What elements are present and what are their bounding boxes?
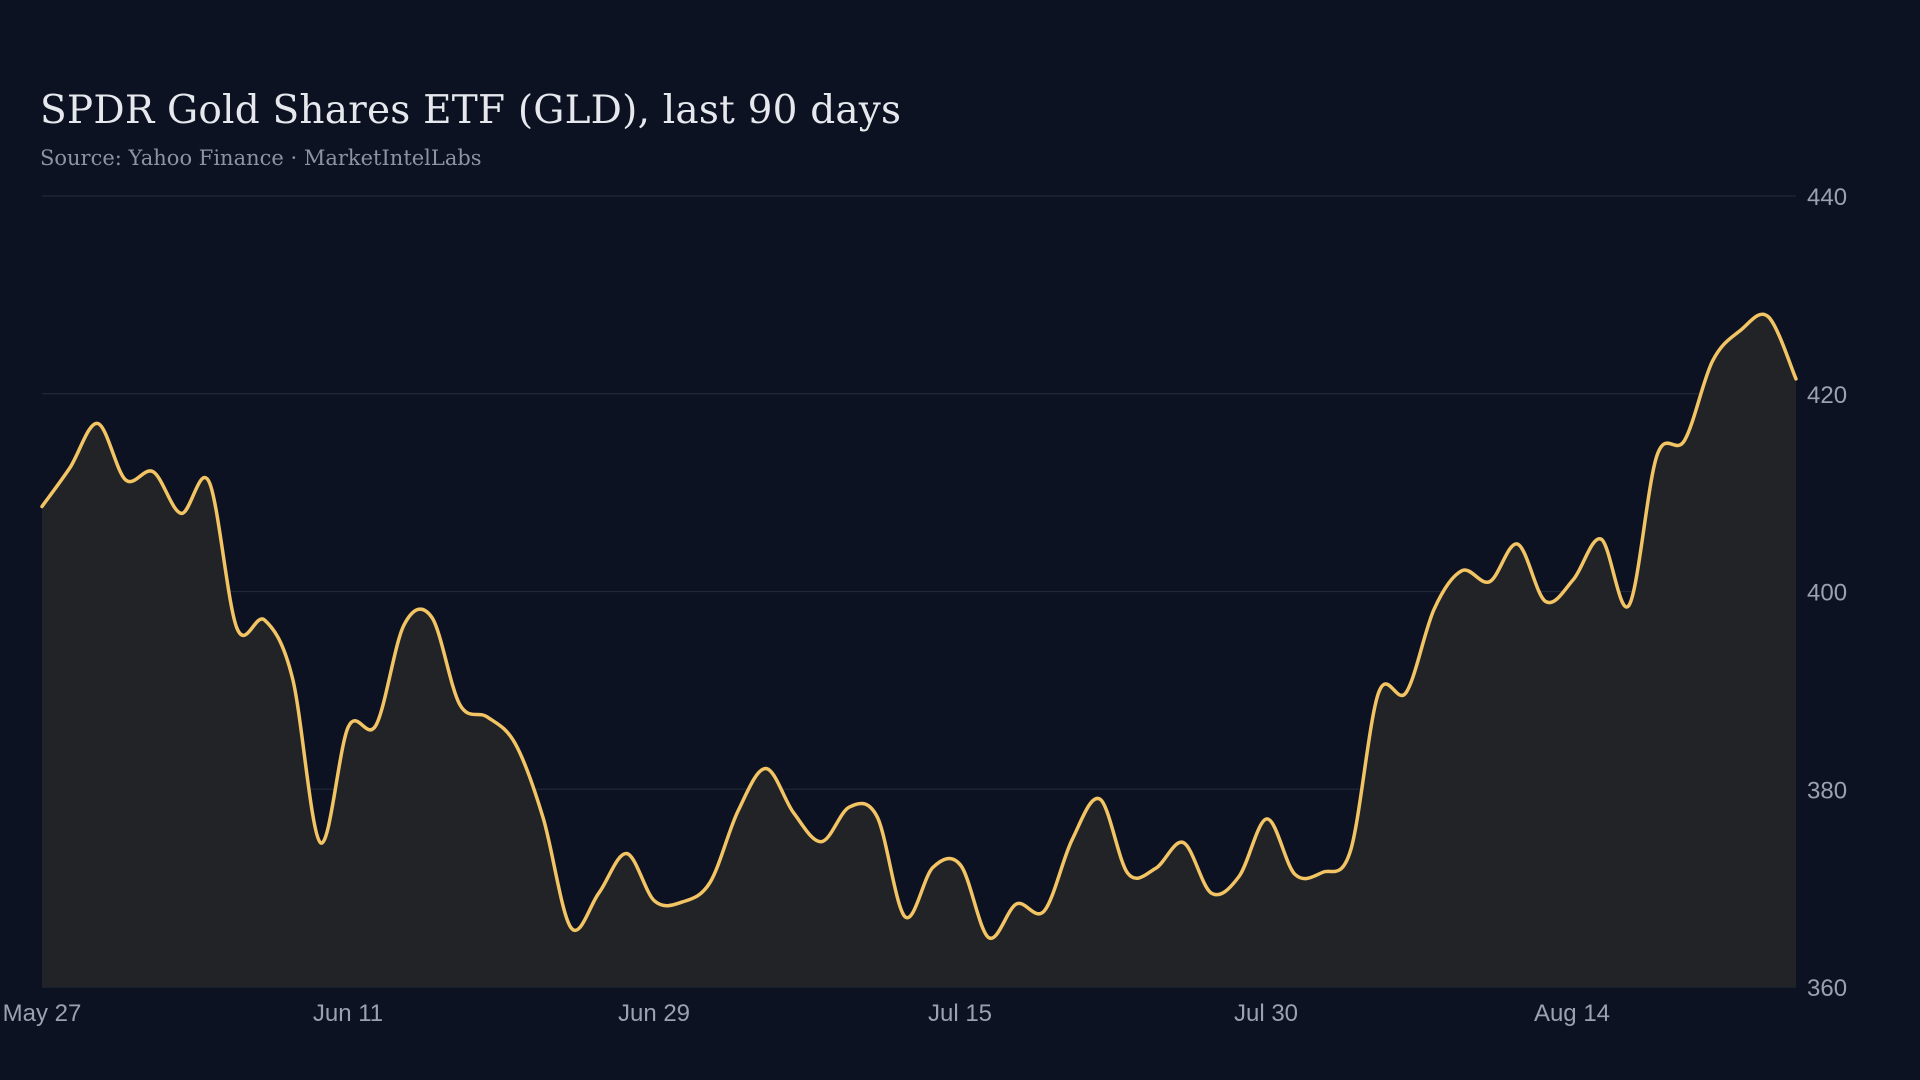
- data-point: [847, 805, 852, 810]
- x-tick-label: Jul 15: [928, 1000, 992, 1027]
- data-point: [234, 626, 239, 631]
- data-point: [1097, 797, 1102, 802]
- data-point: [1599, 537, 1604, 542]
- y-tick-label: 380: [1807, 777, 1847, 804]
- data-point: [819, 839, 824, 844]
- data-point: [1710, 359, 1715, 364]
- data-point: [1654, 454, 1659, 459]
- data-point: [1320, 870, 1325, 875]
- data-point: [1682, 438, 1687, 443]
- data-point: [374, 722, 379, 727]
- data-point: [568, 925, 573, 930]
- data-point: [1237, 874, 1242, 879]
- data-point: [123, 477, 128, 482]
- data-point: [318, 840, 323, 845]
- x-tick-label: Jul 30: [1234, 1000, 1298, 1027]
- data-point: [958, 863, 963, 868]
- data-point: [429, 615, 434, 620]
- data-point: [1487, 579, 1492, 584]
- data-point: [1766, 314, 1771, 319]
- data-point: [1459, 568, 1464, 573]
- data-point: [346, 724, 351, 729]
- data-point: [262, 618, 267, 623]
- data-point: [67, 465, 72, 470]
- chart-subtitle: Source: Yahoo Finance · MarketIntelLabs: [40, 146, 482, 170]
- data-point: [1432, 607, 1437, 612]
- data-point: [763, 766, 768, 771]
- data-point: [1348, 848, 1353, 853]
- data-point: [1404, 690, 1409, 695]
- data-point: [1181, 840, 1186, 845]
- data-point: [207, 479, 212, 484]
- data-point: [596, 891, 601, 896]
- y-tick-label: 420: [1807, 382, 1847, 409]
- data-point: [791, 810, 796, 815]
- data-point: [1125, 871, 1130, 876]
- data-point: [290, 676, 295, 681]
- data-point: [485, 715, 490, 720]
- data-point: [1292, 872, 1297, 877]
- x-tick-label: Aug 14: [1534, 1000, 1610, 1027]
- chart-title: SPDR Gold Shares ETF (GLD), last 90 days: [40, 88, 902, 133]
- data-point: [930, 865, 935, 870]
- series-line: [40, 312, 1798, 940]
- data-point: [875, 814, 880, 819]
- data-point: [624, 851, 629, 856]
- y-tick-label: 360: [1807, 975, 1847, 1002]
- data-point: [1014, 901, 1019, 906]
- data-point: [151, 469, 156, 474]
- data-point: [1515, 542, 1520, 547]
- y-tick-label: 400: [1807, 580, 1847, 607]
- data-point: [1738, 328, 1743, 333]
- x-tick-labels: May 27 Jun 11 Jun 29 Jul 15 Jul 30 Aug 14: [3, 1000, 1610, 1027]
- data-point: [1794, 376, 1799, 381]
- data-point: [708, 880, 713, 885]
- data-point: [1209, 891, 1214, 896]
- data-point: [1070, 837, 1075, 842]
- data-point: [541, 815, 546, 820]
- data-point: [513, 741, 518, 746]
- data-point: [903, 914, 908, 919]
- data-point: [401, 623, 406, 628]
- x-tick-label: Jun 11: [313, 1000, 383, 1027]
- data-point: [1265, 816, 1270, 821]
- y-tick-labels: 360 380 400 420 440: [1807, 184, 1847, 1002]
- data-point: [680, 899, 685, 904]
- data-point: [736, 809, 741, 814]
- data-point: [457, 702, 462, 707]
- data-point: [1153, 866, 1158, 871]
- data-point: [1376, 691, 1381, 696]
- x-tick-label: May 27: [3, 1000, 82, 1027]
- data-point: [40, 504, 45, 509]
- data-point: [1042, 908, 1047, 913]
- series-area: [42, 314, 1796, 987]
- y-tick-label: 440: [1807, 184, 1847, 211]
- x-tick-label: Jun 29: [618, 1000, 690, 1027]
- data-point: [1626, 603, 1631, 608]
- data-point: [1571, 577, 1576, 582]
- data-point: [179, 511, 184, 516]
- data-point: [1543, 599, 1548, 604]
- data-point: [652, 898, 657, 903]
- data-point: [986, 935, 991, 940]
- data-point: [95, 421, 100, 426]
